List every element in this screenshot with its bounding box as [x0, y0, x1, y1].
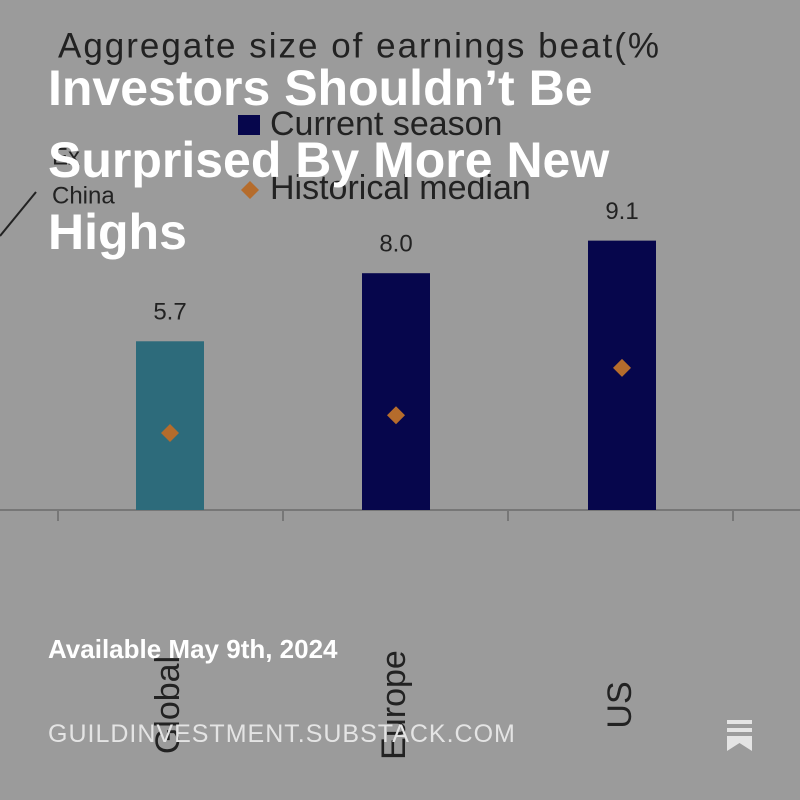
value-label: 8.0 [379, 231, 412, 258]
x-tick-label: Global [149, 656, 187, 754]
card-date: Available May 9th, 2024 [48, 634, 338, 664]
card-title: Investors Shouldn’t Be Surprised By More… [48, 60, 610, 260]
chart-title: Aggregate size of earnings beat(% [58, 26, 661, 65]
x-tick-label: Europe [375, 650, 413, 760]
annotation: China [52, 182, 115, 209]
card-site: GUILDINVESTMENT.SUBSTACK.COM [48, 720, 516, 748]
x-tick-label: US [601, 681, 639, 728]
value-label: 9.1 [605, 198, 638, 225]
decor-line [0, 191, 37, 237]
annotation: Ex [52, 143, 80, 170]
legend-label: Current season [270, 105, 502, 143]
axis-ticks [57, 510, 734, 521]
legend-swatch [241, 181, 259, 199]
median-marker [387, 406, 405, 425]
bar [362, 273, 430, 510]
median-marker [613, 358, 631, 377]
median-marker [161, 424, 179, 443]
legend-label: Historical median [270, 169, 531, 207]
legend-swatch [238, 115, 260, 135]
value-label: 5.7 [153, 299, 186, 326]
